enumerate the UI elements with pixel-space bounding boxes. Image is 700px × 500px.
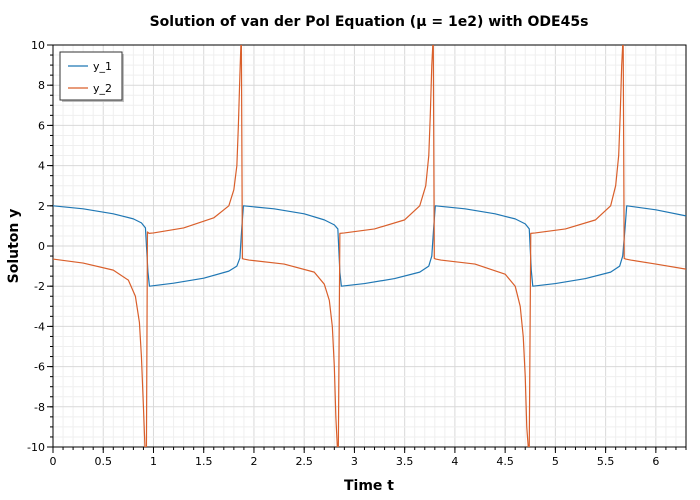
y-tick-label: 8 bbox=[38, 79, 45, 92]
y-tick-label: 0 bbox=[38, 240, 45, 253]
x-tick-label: 1 bbox=[150, 455, 157, 468]
x-axis: 0 0.5 1 1.5 2 2.5 3 3.5 4 4.5 5 5.5 6 bbox=[50, 447, 687, 468]
y-tick-label: -2 bbox=[34, 280, 45, 293]
y-axis: -10 -8 -6 -4 -2 0 2 4 6 8 10 bbox=[27, 39, 53, 454]
grid bbox=[52, 44, 687, 448]
y-tick-label: -4 bbox=[34, 320, 45, 333]
legend-label-y-2: y_2 bbox=[93, 82, 112, 95]
legend-label-y-1: y_1 bbox=[93, 60, 112, 73]
x-tick-label: 3 bbox=[351, 455, 358, 468]
x-tick-label: 2 bbox=[250, 455, 257, 468]
series-line-y-1 bbox=[53, 205, 686, 287]
x-axis-label: Time t bbox=[344, 478, 394, 494]
x-tick-label: 1.5 bbox=[195, 455, 213, 468]
series-layer bbox=[53, 45, 686, 447]
x-tick-label: 0.5 bbox=[94, 455, 112, 468]
y-tick-label: -6 bbox=[34, 361, 45, 374]
x-tick-label: 4.5 bbox=[496, 455, 514, 468]
y-axis-label: Soluton y bbox=[6, 209, 22, 284]
y-tick-label: 2 bbox=[38, 200, 45, 213]
x-tick-label: 5 bbox=[552, 455, 559, 468]
y-tick-label: 10 bbox=[31, 39, 45, 52]
series-line-y-2 bbox=[53, 45, 686, 447]
y-tick-label: 4 bbox=[38, 160, 45, 173]
x-tick-label: 4 bbox=[451, 455, 458, 468]
y-tick-label: 6 bbox=[38, 119, 45, 132]
y-tick-label: -8 bbox=[34, 401, 45, 414]
y-tick-label: -10 bbox=[27, 441, 45, 454]
x-tick-label: 3.5 bbox=[396, 455, 414, 468]
x-tick-label: 0 bbox=[50, 455, 57, 468]
x-tick-label: 5.5 bbox=[597, 455, 615, 468]
chart-title: Solution of van der Pol Equation (μ = 1e… bbox=[150, 14, 589, 30]
x-tick-label: 2.5 bbox=[295, 455, 313, 468]
legend[interactable]: y_1 y_2 bbox=[59, 51, 124, 102]
x-tick-label: 6 bbox=[652, 455, 659, 468]
legend-box bbox=[59, 51, 123, 101]
